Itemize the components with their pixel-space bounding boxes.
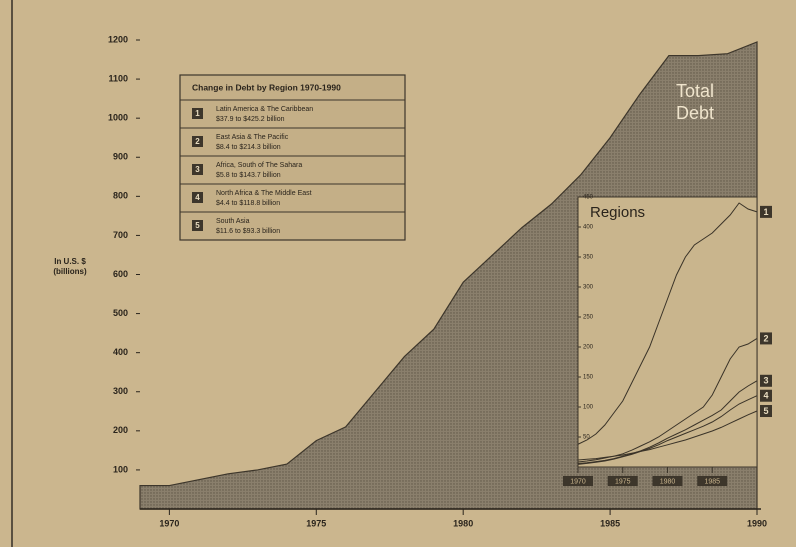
inset-y-tick-label: 400: [583, 225, 594, 231]
legend-number-box: [192, 192, 203, 203]
series-line: [577, 202, 758, 445]
legend-number-box: [192, 136, 203, 147]
legend-change: $11.6 to $93.3 billion: [216, 228, 280, 235]
y-tick-label: 300: [113, 386, 128, 396]
y-tick-label: 600: [113, 269, 128, 279]
inset-x-tick-box: [607, 476, 638, 486]
legend-number-box: [192, 108, 203, 119]
x-tick-label: 1970: [159, 518, 179, 528]
legend-title: Change in Debt by Region 1970-1990: [192, 82, 341, 92]
legend-number-box: [192, 220, 203, 231]
annotation: Total: [676, 81, 714, 101]
series-label-box: [760, 389, 772, 402]
inset-y-tick-label: 300: [583, 285, 594, 291]
series-label: 4: [763, 391, 768, 401]
series-line: [577, 410, 758, 461]
x-tick-label: 1975: [306, 518, 326, 528]
x-tick-label: 1985: [600, 518, 620, 528]
series-label-box: [760, 374, 772, 387]
legend-change: $4.4 to $118.8 billion: [216, 200, 280, 207]
legend-change: $37.9 to $425.2 billion: [216, 116, 285, 123]
inset-title: Regions: [590, 204, 645, 221]
inset-y-tick-label: 350: [583, 255, 594, 261]
inset-y-tick-label: 250: [583, 315, 594, 321]
series-label: 3: [763, 376, 768, 386]
y-tick-label: 500: [113, 308, 128, 318]
legend-number: 1: [195, 109, 200, 118]
y-tick-label: 200: [113, 425, 128, 435]
inset-x-tick-box: [563, 476, 593, 486]
series-label-box: [760, 405, 772, 418]
inset-x-tick-label: 1980: [660, 478, 676, 485]
inset-x-tick-box: [697, 476, 728, 486]
annotation: Debt: [676, 103, 714, 123]
inset-x-tick-label: 1975: [615, 478, 631, 485]
y-tick-label: 100: [113, 464, 128, 474]
legend-number: 5: [195, 221, 200, 230]
y-tick-label: 1100: [108, 73, 128, 83]
series-line: [577, 380, 758, 465]
legend-change: $8.4 to $214.3 billion: [216, 144, 281, 151]
y-tick-label: 1000: [108, 113, 128, 123]
legend-number: 3: [195, 165, 200, 174]
legend-change: $5.8 to $143.7 billion: [216, 172, 281, 179]
legend-region: South Asia: [216, 218, 250, 225]
y-tick-label: 900: [113, 152, 128, 162]
x-tick-label: 1980: [453, 518, 473, 528]
legend-region: Latin America & The Caribbean: [216, 106, 313, 113]
inset-y-tick-label: 450: [583, 195, 594, 201]
series-label: 1: [763, 207, 768, 217]
series-label-box: [760, 332, 772, 345]
x-tick-label: 1990: [747, 518, 767, 528]
y-axis-label: (billions): [53, 267, 87, 276]
legend-number: 2: [195, 137, 200, 146]
legend-region: East Asia & The Pacific: [216, 134, 289, 141]
inset-y-tick-label: 150: [583, 375, 594, 381]
legend-region: North Africa & The Middle East: [216, 190, 312, 197]
inset-y-tick-label: 200: [583, 345, 594, 351]
series-line: [577, 395, 758, 465]
inset-x-tick-label: 1970: [570, 478, 586, 485]
y-tick-label: 1200: [108, 34, 128, 44]
y-axis-label: In U.S. $: [54, 257, 86, 266]
legend-number-box: [192, 164, 203, 175]
inset-panel: [577, 196, 758, 468]
series-label: 5: [763, 406, 768, 416]
y-tick-label: 800: [113, 191, 128, 201]
series-label-box: [760, 205, 772, 218]
inset-y-tick-label: 50: [583, 435, 590, 441]
inset-x-tick-box: [652, 476, 683, 486]
legend-number: 4: [195, 193, 200, 202]
y-tick-label: 700: [113, 230, 128, 240]
y-tick-label: 400: [113, 347, 128, 357]
inset-y-tick-label: 100: [583, 405, 594, 411]
legend-region: Africa, South of The Sahara: [216, 162, 302, 169]
series-label: 2: [763, 333, 768, 343]
inset-x-tick-label: 1985: [704, 478, 720, 485]
